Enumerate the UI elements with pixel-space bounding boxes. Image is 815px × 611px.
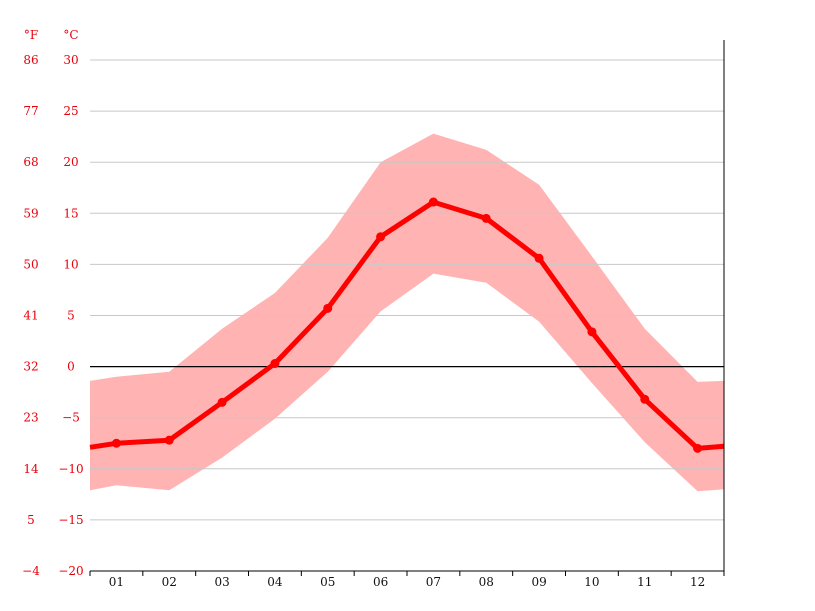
y-tick-label-fahrenheit: 32 (23, 360, 38, 374)
y-tick-label-fahrenheit: −4 (22, 564, 40, 578)
temperature-range-band (90, 133, 724, 492)
x-tick-label: 06 (373, 575, 388, 589)
y-tick-label-celsius: −15 (58, 513, 83, 527)
temperature-range-band-layer (90, 133, 724, 492)
y-tick-label-celsius: −5 (62, 411, 80, 425)
x-tick-label: 11 (637, 575, 652, 589)
y-tick-label-fahrenheit: 23 (23, 411, 38, 425)
x-tick-label: 04 (267, 575, 283, 589)
mean-temperature-point (428, 197, 438, 207)
mean-temperature-point (534, 253, 544, 263)
mean-temperature-point (111, 438, 121, 448)
x-tick-label: 05 (320, 575, 335, 589)
gridlines (90, 59, 724, 521)
mean-temperature-point (164, 435, 174, 445)
y-tick-label-celsius: 15 (63, 206, 78, 220)
mean-temperature-point (376, 232, 386, 242)
mean-temperature-point (217, 397, 227, 407)
y-tick-label-celsius: 25 (63, 104, 78, 118)
y-tick-label-fahrenheit: 77 (23, 104, 38, 118)
mean-temperature-point (587, 327, 597, 337)
x-tick-label: 03 (214, 575, 229, 589)
x-tick-label: 10 (584, 575, 599, 589)
x-tick-label: 01 (109, 575, 124, 589)
y-tick-label-fahrenheit: 50 (23, 257, 38, 271)
x-tick-label: 02 (162, 575, 177, 589)
mean-temperature-point (693, 443, 703, 453)
y-tick-label-fahrenheit: 86 (23, 53, 38, 67)
mean-temperature-line (89, 199, 725, 451)
mean-temperature-point (481, 213, 491, 223)
x-tick-label: 09 (531, 575, 546, 589)
y-tick-label-fahrenheit: 68 (23, 155, 38, 169)
mean-temperature-point (323, 303, 333, 313)
celsius-unit-label: °C (63, 28, 78, 42)
y-tick-label-celsius: 5 (67, 309, 75, 323)
y-tick-label-fahrenheit: 14 (23, 462, 39, 476)
y-tick-label-celsius: −20 (58, 564, 83, 578)
x-tick-label: 08 (479, 575, 494, 589)
y-tick-label-celsius: −10 (58, 462, 83, 476)
y-tick-label-fahrenheit: 41 (23, 309, 38, 323)
y-tick-label-celsius: 10 (63, 257, 78, 271)
y-tick-label-fahrenheit: 5 (27, 513, 35, 527)
y-tick-label-celsius: 30 (63, 53, 78, 67)
y-tick-label-fahrenheit: 59 (23, 206, 38, 220)
x-tick-label: 12 (690, 575, 705, 589)
x-tick-label: 07 (426, 575, 441, 589)
fahrenheit-unit-label: °F (24, 28, 38, 42)
mean-temperature-point (270, 359, 280, 369)
y-tick-label-celsius: 0 (67, 360, 75, 374)
y-tick-label-celsius: 20 (63, 155, 78, 169)
mean-temperature-line-layer (89, 197, 725, 453)
axes: °F °C 30862577206815591050541032−523−101… (22, 28, 725, 589)
mean-temperature-point (640, 394, 650, 404)
